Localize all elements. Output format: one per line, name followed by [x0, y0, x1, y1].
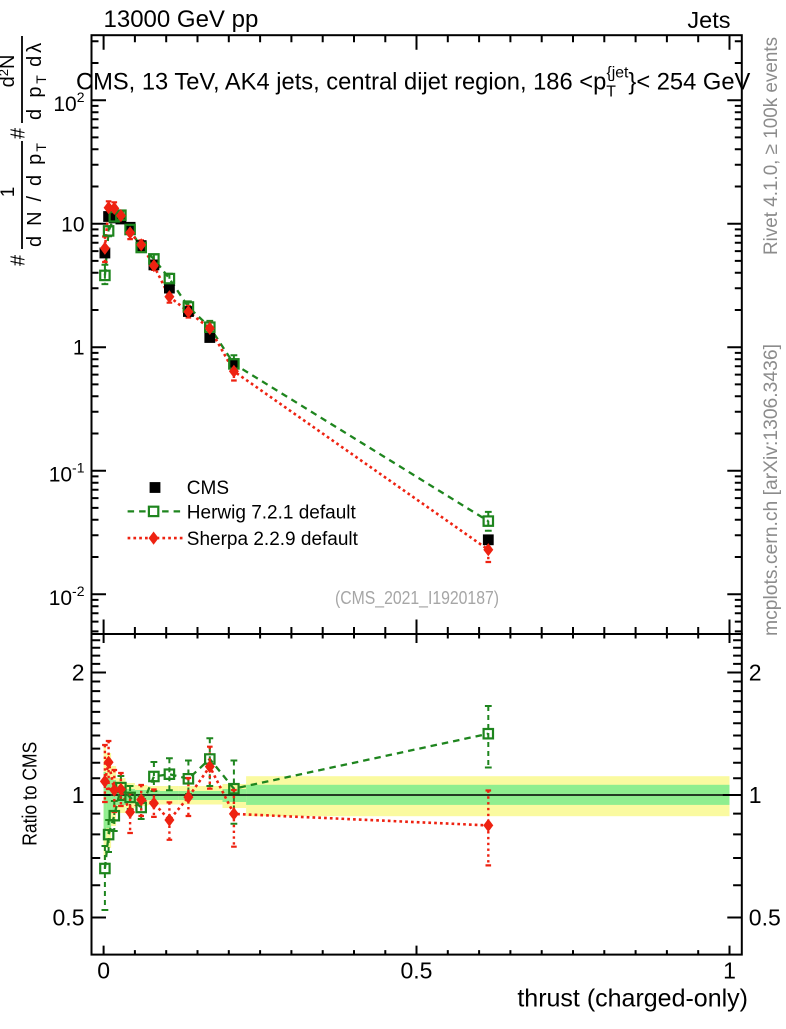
svg-text:#: #	[8, 127, 30, 139]
svg-text:0.5: 0.5	[749, 905, 781, 931]
svg-text:#: #	[8, 254, 30, 266]
svg-text:Jets: Jets	[687, 7, 730, 33]
svg-text:2: 2	[72, 660, 85, 686]
svg-text:Herwig 7.2.1 default: Herwig 7.2.1 default	[187, 502, 357, 523]
svg-text:0.5: 0.5	[401, 958, 433, 984]
svg-text:13000 GeV pp: 13000 GeV pp	[104, 6, 259, 33]
svg-text:10: 10	[61, 214, 84, 237]
svg-text:Ratio to CMS: Ratio to CMS	[20, 742, 42, 846]
svg-text:1: 1	[749, 782, 762, 808]
svg-text:10-1: 10-1	[49, 460, 85, 487]
svg-text:Rivet 4.1.0, ≥ 100k events: Rivet 4.1.0, ≥ 100k events	[760, 37, 782, 255]
svg-text:102: 102	[53, 89, 84, 116]
svg-text:0: 0	[97, 958, 110, 984]
svg-text:1: 1	[723, 958, 736, 984]
svg-text:1: 1	[72, 782, 85, 808]
svg-text:1: 1	[0, 187, 19, 198]
svg-text:10-2: 10-2	[49, 583, 85, 610]
svg-text:CMS, 13 TeV, AK4 jets, central: CMS, 13 TeV, AK4 jets, central dijet reg…	[76, 64, 750, 100]
svg-text:2: 2	[749, 660, 762, 686]
svg-text:d N / d pT: d N / d pT	[24, 143, 49, 247]
svg-text:0.5: 0.5	[53, 905, 85, 931]
svg-text:(CMS_2021_I1920187): (CMS_2021_I1920187)	[335, 588, 499, 609]
svg-text:thrust (charged-only): thrust (charged-only)	[517, 984, 748, 1012]
svg-text:CMS: CMS	[187, 478, 229, 499]
svg-text:1: 1	[73, 337, 85, 360]
svg-text:Sherpa 2.2.9 default: Sherpa 2.2.9 default	[187, 529, 359, 550]
svg-text:d2N: d2N	[0, 55, 19, 88]
svg-text:mcplots.cern.ch [arXiv:1306.34: mcplots.cern.ch [arXiv:1306.3436]	[760, 344, 782, 636]
